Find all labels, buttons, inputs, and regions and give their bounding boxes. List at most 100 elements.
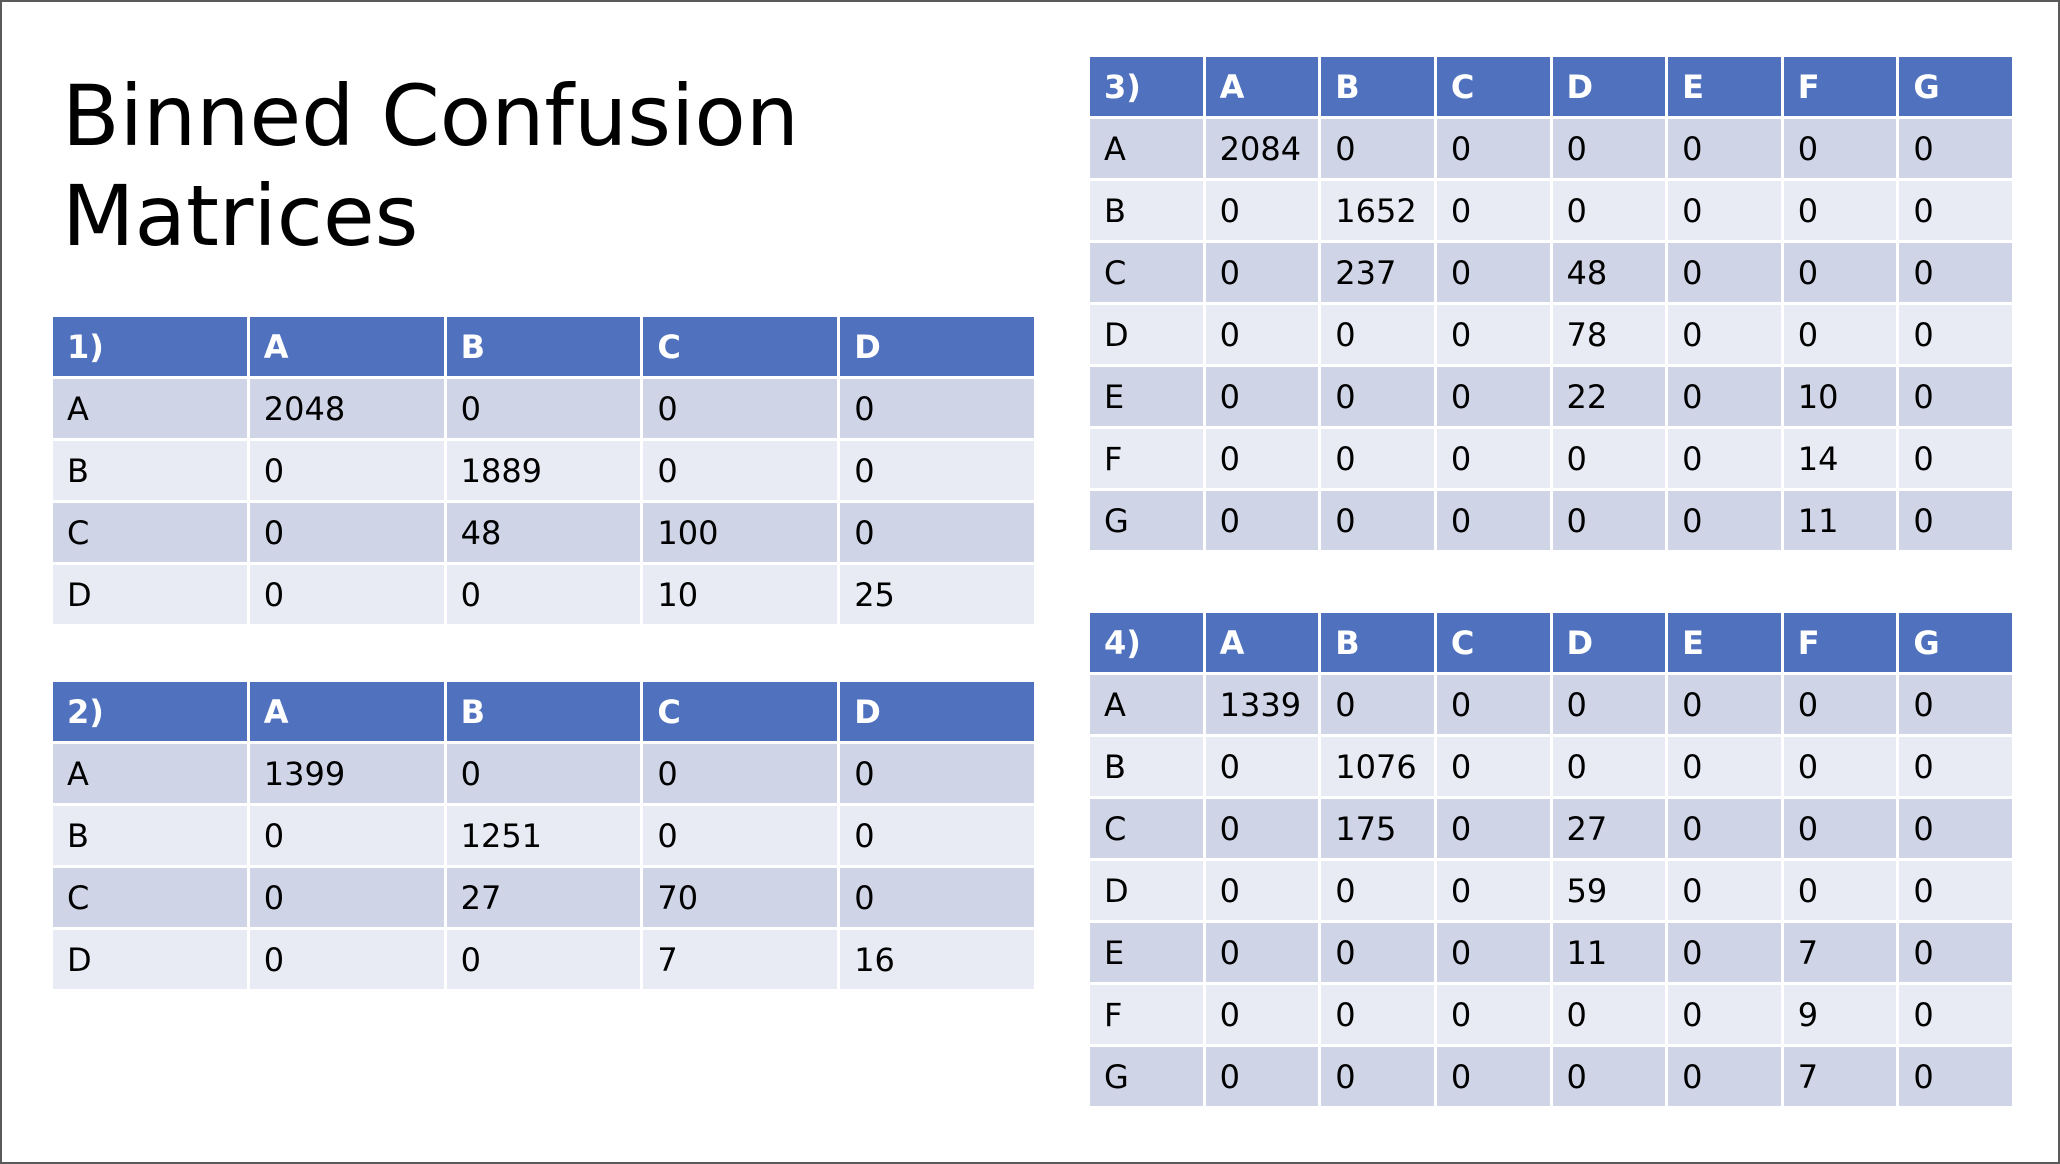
table-row: E 0 0 0 11 0 7 0 bbox=[1090, 923, 2012, 982]
column-header: D bbox=[1552, 613, 1666, 672]
matrix-label: 3) bbox=[1090, 57, 1203, 116]
column-header: B bbox=[446, 317, 641, 376]
matrix-cell: 0 bbox=[1899, 181, 2012, 240]
matrix-cell: 0 bbox=[1899, 861, 2012, 920]
row-header: B bbox=[53, 806, 247, 865]
column-header: C bbox=[643, 317, 838, 376]
row-header: B bbox=[1090, 737, 1203, 796]
matrix-cell: 0 bbox=[840, 503, 1034, 562]
matrix-cell: 0 bbox=[1436, 985, 1550, 1044]
row-header: C bbox=[1090, 243, 1203, 302]
matrix-cell: 0 bbox=[840, 379, 1034, 438]
matrix-cell: 1889 bbox=[446, 441, 641, 500]
matrix-cell: 0 bbox=[643, 744, 838, 803]
row-header: G bbox=[1090, 491, 1203, 550]
matrix-cell: 59 bbox=[1552, 861, 1666, 920]
matrix-cell: 11 bbox=[1783, 491, 1897, 550]
matrix-cell: 0 bbox=[840, 441, 1034, 500]
matrix-cell: 1399 bbox=[249, 744, 444, 803]
column-header: D bbox=[1552, 57, 1666, 116]
table-row: C 0 48 100 0 bbox=[53, 503, 1034, 562]
table-row: C 0 27 70 0 bbox=[53, 868, 1034, 927]
matrix-cell: 0 bbox=[1899, 1047, 2012, 1106]
matrix-cell: 0 bbox=[1783, 243, 1897, 302]
matrix-cell: 0 bbox=[1552, 429, 1666, 488]
row-header: F bbox=[1090, 429, 1203, 488]
matrix-cell: 0 bbox=[1205, 367, 1319, 426]
row-header: D bbox=[53, 565, 247, 624]
table-row: A 2048 0 0 0 bbox=[53, 379, 1034, 438]
confusion-matrix-2: 2) A B C D A 1399 0 0 0 B 0 1251 0 0 C 0 27 70 0 D 0 0 7 16 bbox=[50, 679, 1037, 992]
row-header: F bbox=[1090, 985, 1203, 1044]
matrix-cell: 0 bbox=[249, 806, 444, 865]
matrix-cell: 10 bbox=[1783, 367, 1897, 426]
row-header: D bbox=[1090, 305, 1203, 364]
matrix-cell: 16 bbox=[840, 930, 1034, 989]
matrix-cell: 0 bbox=[840, 806, 1034, 865]
matrix-cell: 1652 bbox=[1321, 181, 1434, 240]
matrix-cell: 0 bbox=[1668, 1047, 1781, 1106]
row-header: C bbox=[1090, 799, 1203, 858]
matrix-cell: 0 bbox=[1668, 923, 1781, 982]
title-line-2: Matrices bbox=[62, 167, 419, 265]
matrix-cell: 0 bbox=[1205, 243, 1319, 302]
matrix-cell: 7 bbox=[643, 930, 838, 989]
matrix-cell: 1251 bbox=[446, 806, 641, 865]
matrix-cell: 0 bbox=[1899, 491, 2012, 550]
column-header: E bbox=[1668, 613, 1781, 672]
matrix-cell: 0 bbox=[1436, 799, 1550, 858]
matrix-cell: 0 bbox=[1205, 181, 1319, 240]
matrix-cell: 100 bbox=[643, 503, 838, 562]
matrix-cell: 0 bbox=[1436, 181, 1550, 240]
table-row: C 0 175 0 27 0 0 0 bbox=[1090, 799, 2012, 858]
matrix-cell: 0 bbox=[1321, 367, 1434, 426]
row-header: D bbox=[1090, 861, 1203, 920]
matrix-cell: 0 bbox=[249, 868, 444, 927]
matrix-cell: 0 bbox=[643, 441, 838, 500]
table-row: G 0 0 0 0 0 11 0 bbox=[1090, 491, 2012, 550]
matrix-cell: 0 bbox=[643, 806, 838, 865]
matrix-cell: 0 bbox=[1783, 799, 1897, 858]
matrix-cell: 0 bbox=[1668, 737, 1781, 796]
row-header: C bbox=[53, 503, 247, 562]
matrix-cell: 0 bbox=[1899, 243, 2012, 302]
column-header: F bbox=[1783, 613, 1897, 672]
column-header: E bbox=[1668, 57, 1781, 116]
confusion-matrix-3: 3) A B C D E F G A 2084 0 0 0 0 0 0 B 0 1652 0 0 0 0 0 C 0 237 0 48 0… bbox=[1087, 54, 2015, 553]
matrix-cell: 10 bbox=[643, 565, 838, 624]
table-row: A 1399 0 0 0 bbox=[53, 744, 1034, 803]
matrix-cell: 0 bbox=[1899, 305, 2012, 364]
matrix-cell: 27 bbox=[1552, 799, 1666, 858]
matrix-cell: 0 bbox=[1668, 491, 1781, 550]
row-header: C bbox=[53, 868, 247, 927]
row-header: B bbox=[1090, 181, 1203, 240]
matrix-cell: 175 bbox=[1321, 799, 1434, 858]
matrix-cell: 0 bbox=[1552, 737, 1666, 796]
matrix-cell: 0 bbox=[1321, 491, 1434, 550]
column-header: C bbox=[643, 682, 838, 741]
matrix-cell: 0 bbox=[1205, 429, 1319, 488]
column-header: G bbox=[1899, 613, 2012, 672]
matrix-cell: 0 bbox=[1899, 119, 2012, 178]
matrix-cell: 0 bbox=[1668, 181, 1781, 240]
row-header: E bbox=[1090, 923, 1203, 982]
matrix-cell: 1339 bbox=[1205, 675, 1319, 734]
matrix-cell: 0 bbox=[446, 744, 641, 803]
column-header: A bbox=[249, 682, 444, 741]
matrix-cell: 0 bbox=[1321, 985, 1434, 1044]
matrix-cell: 0 bbox=[1552, 491, 1666, 550]
matrix-cell: 0 bbox=[1205, 985, 1319, 1044]
matrix-cell: 2048 bbox=[249, 379, 444, 438]
matrix-cell: 0 bbox=[1321, 305, 1434, 364]
column-header: C bbox=[1436, 57, 1550, 116]
matrix-cell: 0 bbox=[1668, 243, 1781, 302]
matrix-cell: 0 bbox=[1783, 675, 1897, 734]
matrix-cell: 0 bbox=[446, 565, 641, 624]
column-header: D bbox=[840, 682, 1034, 741]
column-header: A bbox=[1205, 613, 1319, 672]
matrix-cell: 14 bbox=[1783, 429, 1897, 488]
matrix-cell: 27 bbox=[446, 868, 641, 927]
column-header: F bbox=[1783, 57, 1897, 116]
